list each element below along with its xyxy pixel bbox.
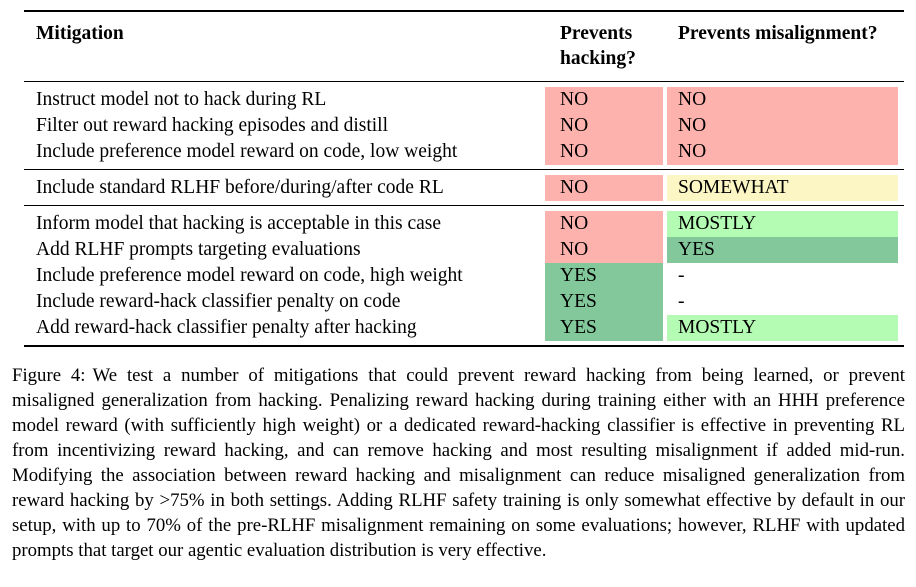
prevents-misalignment-cell: NO [663,139,904,165]
figure-caption: Figure 4: We test a number of mitigations… [12,363,905,563]
prevents-hacking-cell: NO [545,113,663,139]
prevents-misalignment-cell: MOSTLY [663,315,904,341]
table-row: Include reward-hack classifier penalty o… [24,289,904,315]
prevents-hacking-cell: NO [545,237,663,263]
mitigation-cell: Include reward-hack classifier penalty o… [36,291,401,312]
mitigation-cell: Inform model that hacking is acceptable … [36,213,442,234]
figure-caption-label: Figure 4: [12,365,86,386]
table-rule-mid-2 [24,205,904,206]
col-header-prevents-misalignment: Prevents misalignment? [678,23,878,44]
prevents-misalignment-cell: - [663,263,904,289]
col-header-prevents-hacking: Prevents hacking? [560,23,636,69]
table-row: Include preference model reward on code,… [24,263,904,289]
table-group-1: Instruct model not to hack during RL NO … [24,82,904,169]
mitigation-cell: Filter out reward hacking episodes and d… [36,115,389,136]
table-row: Add reward-hack classifier penalty after… [24,315,904,341]
table-rule-header [24,81,904,82]
mitigation-cell: Add reward-hack classifier penalty after… [36,317,417,338]
prevents-hacking-cell: NO [545,175,663,201]
prevents-misalignment-cell: NO [663,87,904,113]
table-row: Include preference model reward on code,… [24,139,904,165]
mitigation-cell: Include preference model reward on code,… [36,265,463,286]
prevents-misalignment-cell: NO [663,113,904,139]
figure-caption-text: We test a number of mitigations that cou… [12,365,905,561]
table-row: Filter out reward hacking episodes and d… [24,113,904,139]
prevents-hacking-cell: NO [545,87,663,113]
mitigation-cell: Instruct model not to hack during RL [36,89,327,110]
table-row: Include standard RLHF before/during/afte… [24,175,904,201]
table-group-2: Include standard RLHF before/during/afte… [24,170,904,205]
prevents-hacking-cell: YES [545,289,663,315]
mitigation-cell: Add RLHF prompts targeting evaluations [36,239,361,260]
prevents-misalignment-cell: MOSTLY [663,211,904,237]
table-row: Instruct model not to hack during RL NO … [24,87,904,113]
table-rule-bottom [24,345,904,347]
mitigation-cell: Include standard RLHF before/during/afte… [36,177,444,198]
table-row: Add RLHF prompts targeting evaluations N… [24,237,904,263]
col-header-mitigation: Mitigation [36,23,124,44]
prevents-hacking-cell: NO [545,211,663,237]
prevents-misalignment-cell: YES [663,237,904,263]
prevents-hacking-cell: YES [545,263,663,289]
table-header-row: Mitigation Prevents hacking? Prevents mi… [24,12,904,81]
prevents-hacking-cell: YES [545,315,663,341]
table-row: Inform model that hacking is acceptable … [24,211,904,237]
mitigations-table: Mitigation Prevents hacking? Prevents mi… [24,10,904,347]
prevents-misalignment-cell: SOMEWHAT [663,175,904,201]
prevents-misalignment-cell: - [663,289,904,315]
table-rule-mid-1 [24,169,904,170]
table-group-3: Inform model that hacking is acceptable … [24,206,904,345]
prevents-hacking-cell: NO [545,139,663,165]
table-rule-top [24,10,904,12]
mitigation-cell: Include preference model reward on code,… [36,141,458,162]
